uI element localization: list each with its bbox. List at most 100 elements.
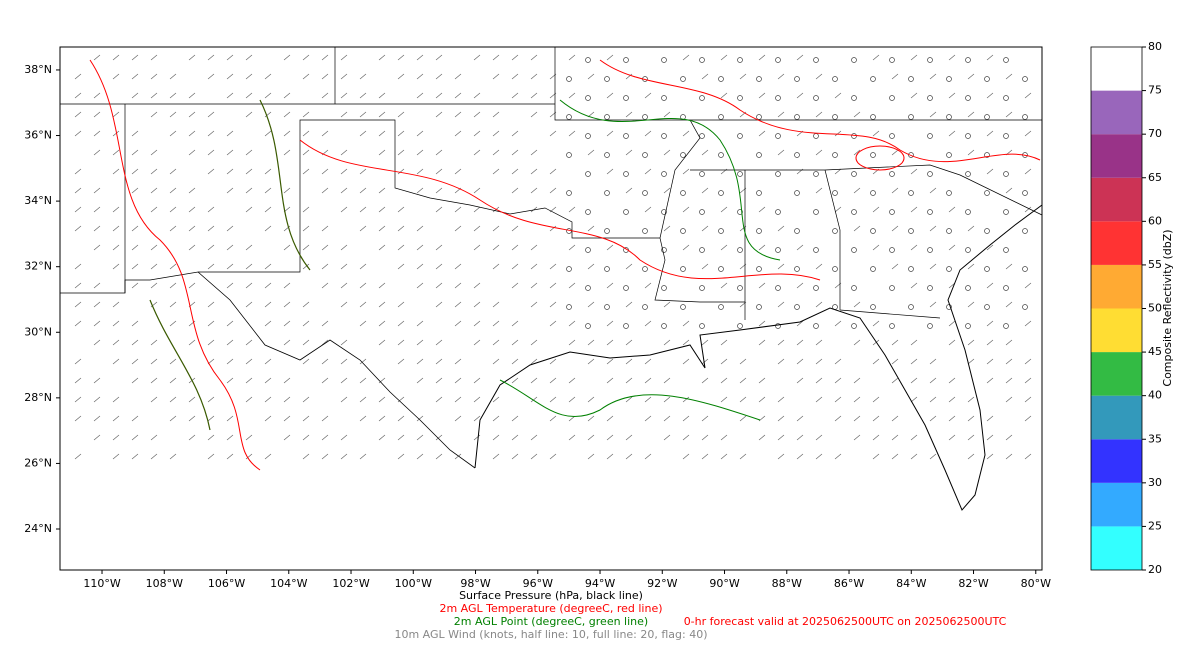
calm-wind xyxy=(794,152,800,158)
wind-barb xyxy=(644,206,652,213)
wind-barb xyxy=(625,377,633,384)
wind-barb xyxy=(226,149,234,156)
wind-barb xyxy=(131,54,139,61)
wind-barb xyxy=(910,396,918,403)
wind-barb xyxy=(872,453,880,460)
wind-barb xyxy=(131,377,139,384)
calm-wind xyxy=(946,266,952,272)
calm-wind xyxy=(889,133,895,139)
calm-wind xyxy=(737,247,743,253)
wind-barb xyxy=(397,263,405,270)
wind-barb xyxy=(169,92,177,99)
wind-barb xyxy=(758,339,766,346)
wind-barb xyxy=(986,168,994,175)
calm-wind xyxy=(965,95,971,101)
wind-barb xyxy=(587,415,595,422)
wind-barb xyxy=(112,206,120,213)
wind-barb xyxy=(359,282,367,289)
wind-barb xyxy=(321,244,329,251)
wind-barb xyxy=(321,415,329,422)
wind-barb xyxy=(530,358,538,365)
calm-wind xyxy=(566,190,572,196)
wind-barb xyxy=(340,244,348,251)
wind-barb xyxy=(245,111,253,118)
calm-wind xyxy=(889,285,895,291)
wind-barb xyxy=(112,149,120,156)
wind-barb xyxy=(188,320,196,327)
calm-wind xyxy=(927,285,933,291)
wind-barb xyxy=(435,301,443,308)
wind-barb xyxy=(986,130,994,137)
wind-barb xyxy=(682,453,690,460)
wind-barb xyxy=(321,434,329,441)
wind-barb xyxy=(340,149,348,156)
calm-wind xyxy=(927,133,933,139)
wind-barb xyxy=(1005,73,1013,80)
calm-wind xyxy=(1022,114,1028,120)
wind-barb xyxy=(644,282,652,289)
wind-barb xyxy=(93,339,101,346)
coastline xyxy=(474,204,1043,511)
calm-wind xyxy=(984,114,990,120)
wind-barb xyxy=(416,339,424,346)
calm-wind xyxy=(661,95,667,101)
wind-barb xyxy=(378,111,386,118)
wind-barb xyxy=(397,301,405,308)
wind-barb xyxy=(511,168,519,175)
colorbar-segment xyxy=(1091,439,1142,483)
calm-wind xyxy=(680,190,686,196)
wind-barb xyxy=(245,187,253,194)
wind-barb xyxy=(321,377,329,384)
wind-barb xyxy=(112,358,120,365)
colorbar-segment xyxy=(1091,221,1142,265)
calm-wind xyxy=(946,114,952,120)
calm-wind xyxy=(566,304,572,310)
wind-barb xyxy=(359,415,367,422)
calm-wind xyxy=(908,228,914,234)
wind-barb xyxy=(150,92,158,99)
wind-barb xyxy=(454,168,462,175)
wind-barb xyxy=(967,149,975,156)
wind-barb xyxy=(435,149,443,156)
wind-barb xyxy=(929,263,937,270)
wind-barb xyxy=(663,301,671,308)
wind-barb xyxy=(93,320,101,327)
wind-barb xyxy=(739,453,747,460)
wind-barb xyxy=(815,396,823,403)
wind-barb xyxy=(758,320,766,327)
wind-barb xyxy=(758,130,766,137)
calm-wind xyxy=(813,95,819,101)
calm-wind xyxy=(908,114,914,120)
wind-barb xyxy=(967,396,975,403)
wind-barb xyxy=(435,377,443,384)
wind-barb xyxy=(815,187,823,194)
wind-barb xyxy=(131,225,139,232)
wind-barb xyxy=(169,396,177,403)
calm-wind xyxy=(813,209,819,215)
wind-barb xyxy=(131,187,139,194)
wind-barb xyxy=(663,339,671,346)
wind-barb xyxy=(587,453,595,460)
colorbar-tick-label: 40 xyxy=(1148,389,1162,402)
wind-barb xyxy=(74,73,82,80)
wind-barb xyxy=(815,301,823,308)
wind-barb xyxy=(796,434,804,441)
wind-barb xyxy=(397,149,405,156)
wind-barb xyxy=(625,149,633,156)
wind-barb xyxy=(283,225,291,232)
calm-wind xyxy=(699,57,705,63)
wind-barb xyxy=(701,358,709,365)
calm-wind xyxy=(699,95,705,101)
calm-wind xyxy=(737,57,743,63)
wind-barb xyxy=(359,73,367,80)
map-frame xyxy=(59,46,1043,571)
wind-barb xyxy=(207,339,215,346)
wind-barb xyxy=(777,111,785,118)
wind-barb xyxy=(682,358,690,365)
wind-barb xyxy=(720,92,728,99)
wind-barb xyxy=(93,434,101,441)
calm-wind xyxy=(908,76,914,82)
wind-barb xyxy=(340,282,348,289)
wind-barb xyxy=(264,111,272,118)
caption: 10m AGL Wind (knots, half line: 10, full… xyxy=(394,628,707,641)
